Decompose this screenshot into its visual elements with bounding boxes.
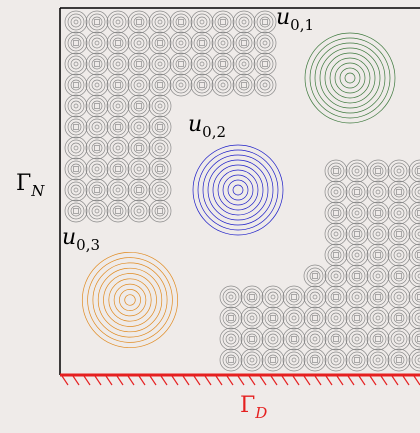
diagram: u0,1 u0,2 u0,3 ΓN ΓD bbox=[0, 0, 420, 433]
